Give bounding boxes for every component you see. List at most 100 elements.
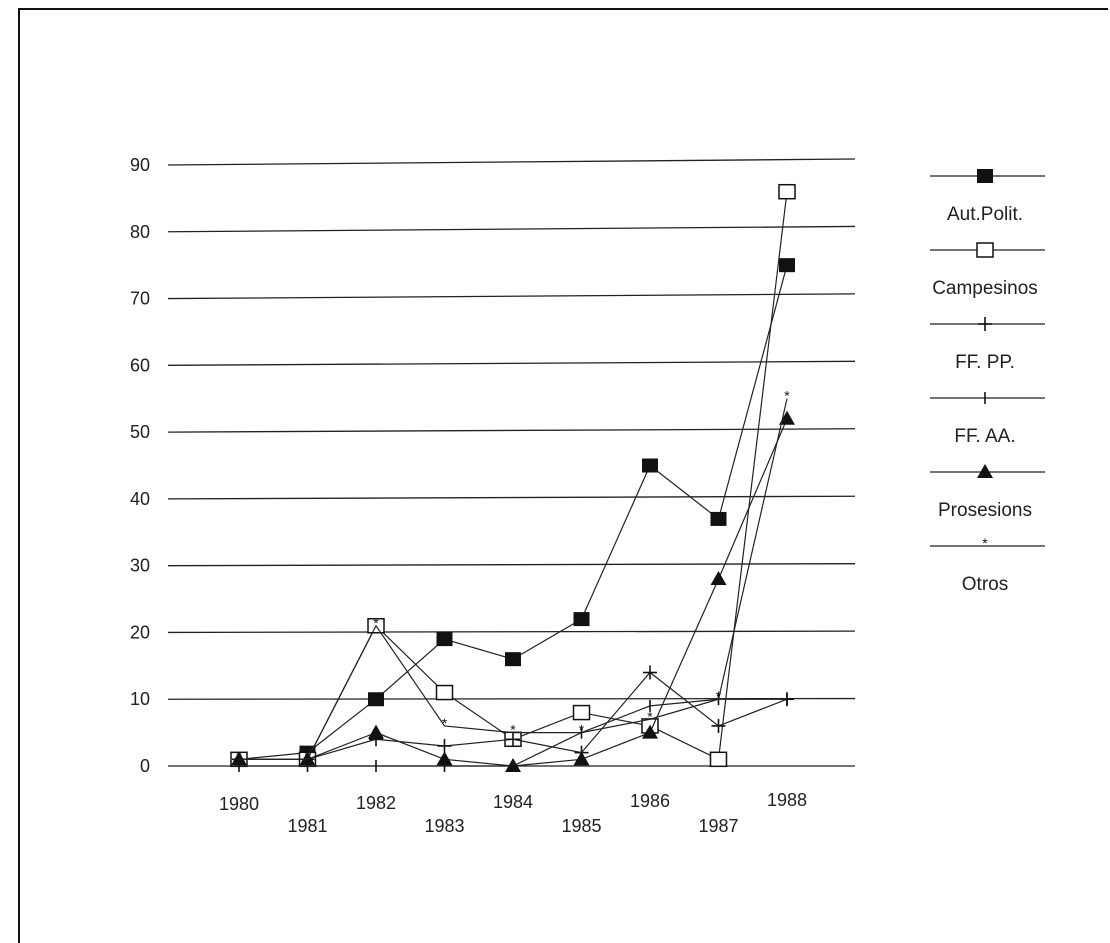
data-point-1984: *	[510, 722, 516, 738]
data-point-1985	[572, 704, 591, 721]
data-point-1985	[573, 751, 590, 766]
x-tick-label-1980: 1980	[219, 794, 259, 814]
data-point-1981: *	[305, 748, 311, 764]
series-group: * * * * * * * * *	[230, 183, 796, 772]
data-point-1988	[779, 410, 795, 425]
svg-text:*: *	[510, 722, 516, 738]
data-point-1987	[710, 571, 727, 586]
legend-label: FF. AA.	[954, 426, 1015, 447]
x-tick-label-1987: 1987	[698, 816, 738, 836]
legend-label: Campesinos	[932, 278, 1038, 299]
data-point-1984	[506, 732, 520, 747]
series-line	[239, 418, 788, 767]
legend-label: FF. PP.	[955, 352, 1015, 373]
data-point-1986	[642, 458, 658, 473]
y-tick-label-40: 40	[130, 489, 150, 509]
legend-label: Otros	[962, 574, 1008, 595]
x-tick-label-1984: 1984	[493, 792, 533, 812]
data-point-1982: *	[373, 615, 379, 631]
data-point-1983	[435, 684, 454, 701]
x-tick-label-1986: 1986	[630, 791, 670, 811]
legend-label: Prosesions	[938, 500, 1032, 521]
data-point-1983: *	[442, 715, 448, 731]
gridline-90	[167, 158, 856, 166]
y-tick-label-80: 80	[130, 222, 150, 242]
data-point-1984	[505, 652, 521, 667]
legend: Aut.Polit. Campesinos FF. PP. FF. AA. Proses…	[930, 169, 1045, 595]
data-point-1987	[709, 751, 728, 768]
chart-frame	[18, 8, 1108, 943]
legend-label: Aut.Polit.	[947, 204, 1023, 225]
x-tick-label-1981: 1981	[287, 816, 327, 836]
data-point-1980	[231, 751, 247, 766]
x-tick-label-1983: 1983	[424, 816, 464, 836]
data-point-1983	[436, 751, 453, 766]
legend-marker: *	[982, 535, 988, 551]
series-Aut.Polit.	[231, 258, 795, 767]
svg-text:*: *	[982, 535, 988, 551]
legend-marker	[977, 169, 993, 183]
series-line	[239, 398, 788, 760]
data-point-1988	[779, 258, 795, 273]
svg-text:*: *	[647, 708, 653, 724]
x-tick-label-1985: 1985	[561, 816, 601, 836]
legend-marker	[978, 317, 992, 331]
data-point-1988: *	[784, 388, 790, 404]
series-Campesinos	[230, 183, 796, 768]
data-point-1987: *	[716, 688, 722, 704]
legend-entry: * Otros	[930, 535, 1045, 595]
data-point-1986	[642, 724, 658, 739]
data-point-1985	[573, 612, 590, 627]
data-point-1986: *	[647, 708, 653, 724]
gridline-40	[167, 495, 856, 500]
data-point-1985: *	[579, 722, 585, 738]
data-point-1984	[505, 758, 521, 772]
y-tick-label-0: 0	[140, 756, 150, 776]
data-point-1988	[778, 183, 796, 200]
gridline-30	[167, 563, 856, 567]
series-line	[238, 265, 788, 760]
x-tick-label-1982: 1982	[356, 793, 396, 813]
legend-entry: FF. PP.	[930, 317, 1045, 373]
data-point-1982	[368, 692, 384, 707]
data-point-1980: *	[236, 748, 242, 764]
series-Otros: * * * * * * * * *	[236, 388, 790, 765]
y-tick-label-20: 20	[130, 622, 150, 642]
legend-marker	[976, 242, 994, 258]
legend-entry: Prosesions	[930, 464, 1045, 521]
series-FF. PP.	[232, 665, 794, 767]
legend-marker	[977, 464, 993, 478]
svg-text:*: *	[784, 388, 790, 404]
y-tick-label-50: 50	[130, 422, 150, 442]
y-tick-label-30: 30	[130, 556, 150, 576]
y-tick-label-10: 10	[130, 689, 150, 709]
data-point-1983	[436, 632, 453, 647]
svg-text:*: *	[579, 722, 585, 738]
y-tick-label-70: 70	[130, 289, 150, 309]
data-point-1987	[711, 718, 726, 733]
x-tick-label-1988: 1988	[767, 790, 807, 810]
svg-text:*: *	[716, 688, 722, 704]
y-axis-ticks: 0 10 20 30 40 50 60 70 80 90	[130, 155, 150, 776]
gridline-80	[167, 225, 856, 233]
data-point-1987	[710, 511, 727, 526]
svg-text:*: *	[442, 715, 448, 731]
gridline-60	[167, 360, 856, 366]
svg-text:*: *	[236, 748, 242, 764]
x-axis-ticks: 1980 1981 1982 1983 1984 1985 1986 1987 1988	[219, 790, 807, 836]
legend-entry: Aut.Polit.	[930, 169, 1045, 225]
svg-text:*: *	[373, 615, 379, 631]
gridline-70	[167, 293, 856, 300]
legend-entry: FF. AA.	[930, 392, 1045, 447]
data-point-1982	[368, 724, 384, 739]
y-tick-label-90: 90	[130, 155, 150, 175]
data-point-1986	[643, 665, 657, 680]
legend-entry: Campesinos	[930, 242, 1045, 299]
gridline-20	[167, 630, 856, 634]
svg-text:*: *	[305, 748, 311, 764]
series-line	[239, 191, 788, 761]
series-Prosesions	[231, 410, 795, 772]
gridline-50	[167, 428, 856, 433]
gridlines	[167, 158, 856, 767]
